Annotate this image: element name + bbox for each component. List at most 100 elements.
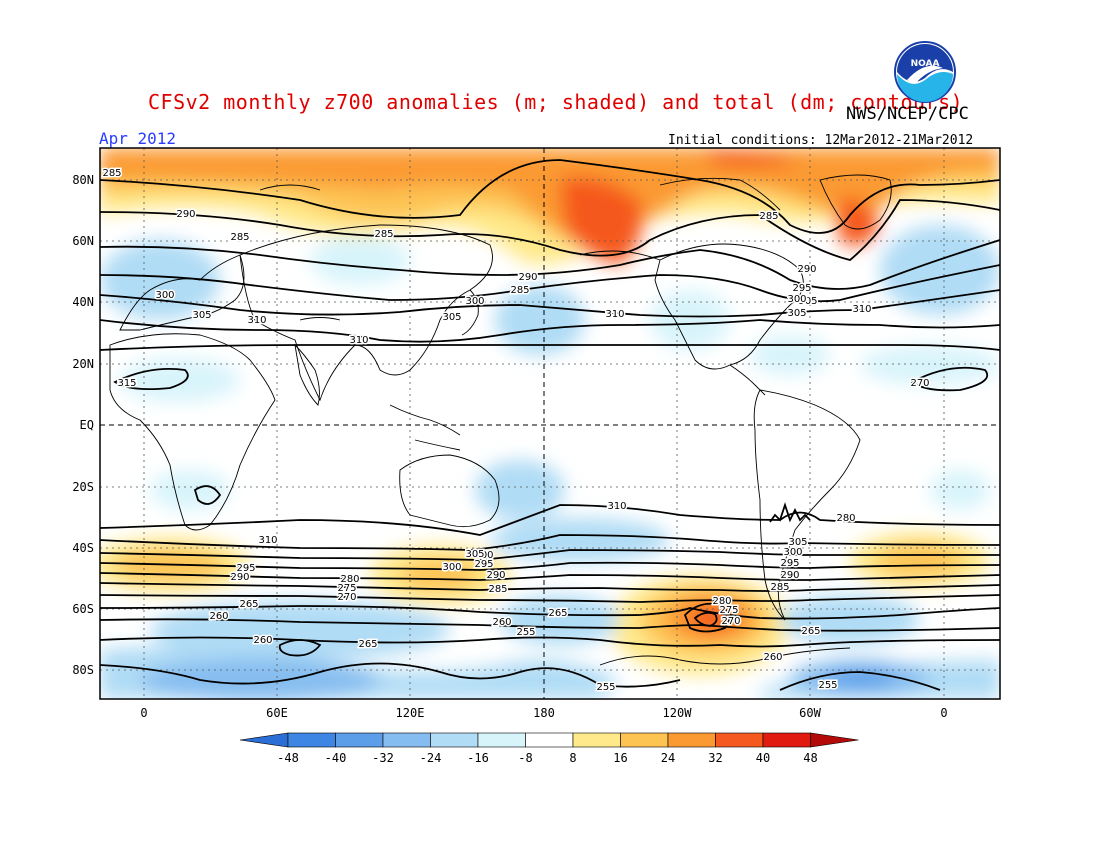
lon-label-180: 180 — [533, 706, 555, 720]
lat-label-eq: EQ — [79, 418, 94, 432]
svg-text:NOAA: NOAA — [911, 59, 940, 69]
contour-label: 290 — [176, 209, 195, 220]
contour-label: 285 — [759, 211, 778, 222]
contour-label: 280 — [340, 574, 359, 585]
contour-label: 285 — [102, 168, 121, 179]
contour-label: 310 — [605, 309, 624, 320]
colorbar-swatch — [477, 732, 526, 748]
lat-lon-grid — [100, 148, 1000, 699]
lon-label-0-west: 0 — [140, 706, 148, 720]
colorbar-swatch — [335, 732, 384, 748]
contour-label: 300 — [155, 290, 174, 301]
lat-label-20s: 20S — [72, 480, 94, 494]
contour-label: 300 — [474, 550, 493, 561]
colorbar-swatch — [287, 732, 336, 748]
contour-label: 290 — [230, 572, 249, 583]
colorbar-swatch — [382, 732, 431, 748]
contour-label: 270 — [910, 378, 929, 389]
colorbar — [239, 732, 859, 748]
lon-label-60e: 60E — [266, 706, 288, 720]
colorbar-label: -24 — [419, 751, 442, 765]
contour-label: 255 — [596, 682, 615, 693]
colorbar-label: 8 — [569, 751, 577, 765]
contour-label: 290 — [518, 272, 537, 283]
contour-label: 300 — [787, 294, 806, 305]
plot-frame — [99, 147, 1001, 700]
contour-label: 305 — [787, 308, 806, 319]
contour-label: 290 — [486, 570, 505, 581]
contour-label: 285 — [770, 582, 789, 593]
contour-label: 255 — [516, 627, 535, 638]
initial-conditions: Initial conditions: 12Mar2012-21Mar2012 — [668, 133, 974, 148]
contour-label: 270 — [721, 616, 740, 627]
colorbar-swatch — [572, 732, 621, 748]
contour-label: 295 — [474, 559, 493, 570]
colorbar-label: 32 — [708, 751, 723, 765]
colorbar-swatch — [715, 732, 764, 748]
colorbar-swatch — [430, 732, 479, 748]
contour-label: 265 — [801, 626, 820, 637]
contour-label: 305 — [465, 549, 484, 560]
colorbar-label: -8 — [518, 751, 533, 765]
colorbar-swatch — [667, 732, 716, 748]
contour-label: 305 — [798, 296, 817, 307]
contour-label: 310 — [247, 315, 266, 326]
contour-label: 305 — [192, 310, 211, 321]
colorbar-arrow-high — [810, 732, 859, 748]
contour-label: 295 — [780, 558, 799, 569]
colorbar-swatch — [525, 732, 574, 748]
colorbar-label: -48 — [277, 751, 299, 765]
colorbar-swatch — [762, 732, 811, 748]
contour-label: 300 — [783, 547, 802, 558]
colorbar-swatch — [620, 732, 669, 748]
contour-label: 310 — [258, 535, 277, 546]
contour-label: 260 — [763, 652, 782, 663]
contour-label: 285 — [230, 232, 249, 243]
lon-label-120e: 120E — [395, 706, 425, 720]
contour-label: 295 — [792, 283, 811, 294]
contour-label: 310 — [852, 304, 871, 315]
lon-label-120w: 120W — [662, 706, 692, 720]
contour-label: 310 — [607, 501, 626, 512]
height-contours — [100, 159, 1000, 691]
colorbar-label: -16 — [467, 751, 489, 765]
contour-label: 275 — [719, 605, 738, 616]
colorbar-label: 48 — [803, 751, 818, 765]
contour-label: 265 — [358, 639, 377, 650]
lat-label-40s: 40S — [72, 541, 94, 555]
lat-label-80n: 80N — [72, 173, 94, 187]
colorbar-arrow-low — [239, 732, 289, 748]
colorbar-label: 40 — [755, 751, 771, 765]
contour-label: 270 — [337, 592, 356, 603]
contour-label: 305 — [442, 312, 461, 323]
contour-label: 255 — [818, 680, 837, 691]
colorbar-label: 24 — [660, 751, 676, 765]
noaa-logo-icon: NOAA — [894, 41, 956, 103]
contour-label: 280 — [836, 513, 855, 524]
colorbar-label: -40 — [324, 751, 347, 765]
contour-label: 285 — [488, 584, 507, 595]
contour-label: 315 — [117, 378, 136, 389]
contour-label: 260 — [253, 635, 272, 646]
lat-label-60s: 60S — [72, 602, 94, 616]
forecast-month: Apr 2012 — [99, 129, 177, 148]
lat-label-40n: 40N — [72, 295, 94, 309]
contour-label: 285 — [510, 285, 529, 296]
contour-label: 290 — [780, 570, 799, 581]
colorbar-label: 16 — [613, 751, 628, 765]
contour-label: 275 — [337, 583, 356, 594]
contour-label: 310 — [349, 335, 368, 346]
agency-label: NWS/NCEP/CPC — [846, 104, 969, 124]
contour-label: 280 — [712, 596, 731, 607]
lon-label-60w: 60W — [799, 706, 821, 720]
lat-label-60n: 60N — [72, 234, 94, 248]
contour-label: 295 — [236, 563, 255, 574]
contour-label: 300 — [465, 296, 484, 307]
contour-label: 300 — [442, 562, 461, 573]
lat-label-20n: 20N — [72, 357, 94, 371]
contour-label: 260 — [209, 611, 228, 622]
contour-label: 285 — [374, 229, 393, 240]
contour-label: 260 — [492, 617, 511, 628]
